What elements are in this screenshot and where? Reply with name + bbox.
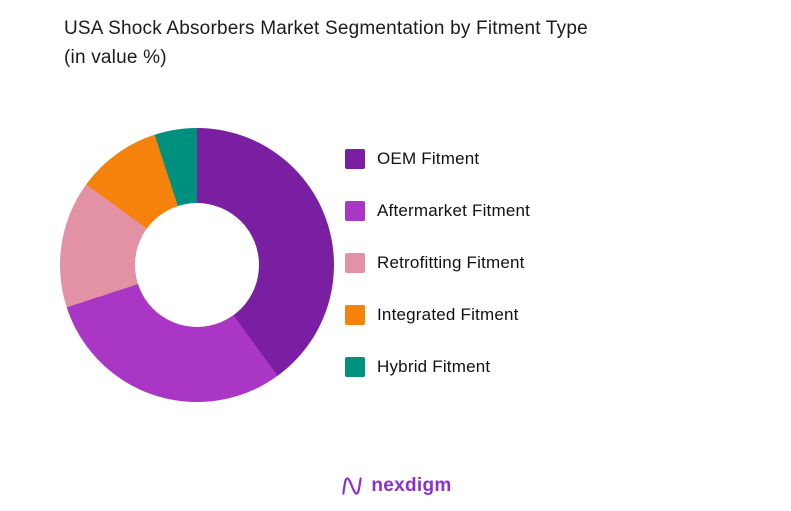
chart-title-line1: USA Shock Absorbers Market Segmentation …: [64, 18, 588, 39]
legend-item: Aftermarket Fitment: [345, 200, 530, 222]
legend-item: OEM Fitment: [345, 148, 530, 170]
legend-label: Retrofitting Fitment: [377, 253, 525, 272]
legend-swatch: [345, 305, 365, 325]
legend-swatch: [345, 253, 365, 273]
legend-item: Hybrid Fitment: [345, 356, 530, 378]
legend-label: OEM Fitment: [377, 149, 480, 168]
chart-title-line2: (in value %): [64, 47, 167, 69]
legend-label: Hybrid Fitment: [377, 357, 491, 376]
chart-title: USA Shock Absorbers Market Segmentation …: [64, 14, 744, 73]
brand-logo: nexdigm: [0, 473, 791, 499]
legend-swatch: [345, 201, 365, 221]
legend-item: Integrated Fitment: [345, 304, 530, 326]
legend-label: Integrated Fitment: [377, 305, 519, 324]
legend-swatch: [345, 149, 365, 169]
donut-chart: [60, 128, 334, 402]
legend-swatch: [345, 357, 365, 377]
legend-label: Aftermarket Fitment: [377, 201, 531, 220]
donut-hole: [135, 203, 259, 327]
legend: OEM Fitment Aftermarket Fitment Retrofitti…: [345, 148, 530, 378]
nexdigm-logo-icon: [342, 477, 363, 495]
legend-item: Retrofitting Fitment: [345, 252, 530, 274]
brand-logo-text: nexdigm: [371, 475, 452, 496]
